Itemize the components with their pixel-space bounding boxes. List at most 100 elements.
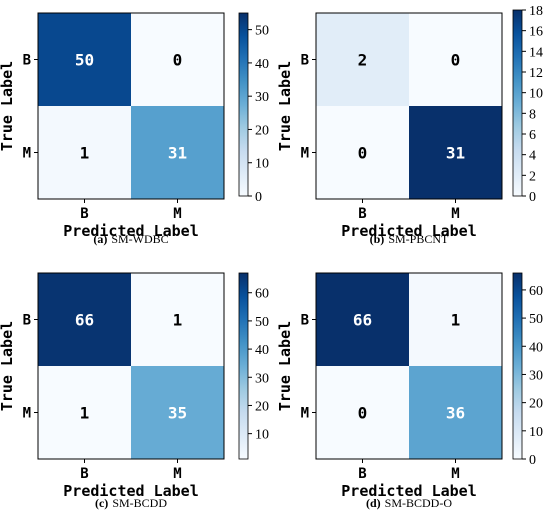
matrix-frame — [37, 272, 225, 460]
colorbar-tick-label: 30 — [529, 368, 543, 383]
y-tick-label: M — [301, 406, 309, 422]
colorbar-tick-label: 40 — [255, 57, 269, 72]
y-axis-label: True Label — [0, 321, 16, 411]
colorbar — [238, 12, 249, 197]
colorbar-tick-label: 60 — [529, 284, 543, 299]
matrix-cell — [409, 13, 502, 106]
subfigure-caption: (a) SM-WDBC — [93, 232, 168, 246]
caption-text: SM-BCDD-O — [385, 496, 453, 510]
colorbar-tick-label: 14 — [529, 45, 543, 60]
cell-value-label: 1 — [80, 404, 90, 423]
cell-value-label: 36 — [446, 404, 465, 423]
colorbar-tick-label: 0 — [255, 190, 262, 205]
cell-value-label: 1 — [80, 144, 90, 163]
matrix-cell — [316, 106, 409, 199]
colorbar-tick-label: 12 — [529, 66, 543, 81]
cell-value-label: 50 — [75, 51, 94, 70]
matrix-cell — [131, 13, 224, 106]
caption-text: SM-WDBC — [111, 232, 168, 246]
x-tick-label: M — [173, 206, 181, 222]
matrix-frame — [37, 12, 225, 200]
x-tick-label: B — [80, 206, 88, 222]
matrix-cell — [131, 366, 224, 459]
y-axis-label: True Label — [276, 61, 294, 151]
colorbar-tick-label: 10 — [255, 157, 269, 172]
colorbar-tick-label: 18 — [529, 4, 543, 19]
colorbar-tick-label: 20 — [529, 397, 543, 412]
y-axis-label: True Label — [276, 321, 294, 411]
colorbar-tick-label: 50 — [255, 24, 269, 39]
caption-text: SM-BCDD — [112, 496, 167, 510]
caption-text: SM-PBCNT — [388, 232, 449, 246]
colorbar-tick-label: 50 — [255, 315, 269, 330]
caption-letter: (a) — [93, 232, 107, 246]
caption-letter: (b) — [370, 232, 385, 246]
y-tick-label: B — [301, 313, 309, 329]
matrix-cell — [409, 366, 502, 459]
colorbar — [238, 272, 249, 460]
matrix-cell — [131, 106, 224, 199]
colorbar-tick-label: 0 — [529, 453, 536, 468]
caption-letter: (c) — [95, 496, 108, 510]
colorbar-tick-label: 10 — [255, 428, 269, 443]
y-axis-label: True Label — [0, 61, 16, 151]
y-tick-label: B — [23, 313, 31, 329]
y-tick-label: B — [301, 53, 309, 69]
colorbar-tick-label: 6 — [529, 128, 536, 143]
colorbar — [512, 272, 523, 460]
colorbar-tick-label: 10 — [529, 87, 543, 102]
matrix-cell — [38, 13, 131, 106]
matrix-frame — [315, 272, 503, 460]
x-tick-label: B — [358, 206, 366, 222]
subfigure-caption: (c) SM-BCDD — [95, 496, 167, 510]
colorbar-tick-label: 30 — [255, 90, 269, 105]
caption-letter: (d) — [366, 496, 381, 510]
cell-value-label: 66 — [75, 311, 94, 330]
matrix-cell — [316, 273, 409, 366]
colorbar-tick-label: 0 — [529, 190, 536, 205]
colorbar-tick-label: 30 — [255, 371, 269, 386]
matrix-cell — [409, 273, 502, 366]
colorbar-tick-label: 16 — [529, 25, 543, 40]
colorbar-tick-label: 8 — [529, 107, 536, 122]
x-tick-label: B — [358, 466, 366, 482]
colorbar-tick-label: 40 — [529, 340, 543, 355]
colorbar-tick-label: 4 — [529, 149, 536, 164]
colorbar-tick-label: 20 — [255, 399, 269, 414]
matrix-cell — [316, 13, 409, 106]
x-axis-label: Predicted Label — [63, 222, 198, 240]
cell-value-label: 0 — [173, 51, 183, 70]
x-tick-label: M — [451, 466, 459, 482]
matrix-cell — [316, 366, 409, 459]
subfigure-caption: (d) SM-BCDD-O — [366, 496, 452, 510]
cell-value-label: 0 — [358, 144, 368, 163]
subfigure-caption: (b) SM-PBCNT — [370, 232, 449, 246]
cell-value-label: 1 — [451, 311, 461, 330]
colorbar-tick-label: 40 — [255, 343, 269, 358]
cell-value-label: 0 — [451, 51, 461, 70]
colorbar — [512, 9, 523, 197]
colorbar-tick-label: 50 — [529, 312, 543, 327]
y-tick-label: M — [23, 406, 31, 422]
cell-value-label: 31 — [168, 144, 187, 163]
colorbar-tick-label: 20 — [255, 123, 269, 138]
cell-value-label: 2 — [358, 51, 368, 70]
colorbar-tick-label: 60 — [255, 287, 269, 302]
cell-value-label: 31 — [446, 144, 465, 163]
matrix-cell — [38, 273, 131, 366]
matrix-cell — [409, 106, 502, 199]
colorbar-tick-label: 2 — [529, 169, 536, 184]
x-axis-label: Predicted Label — [63, 482, 198, 500]
cell-value-label: 35 — [168, 404, 187, 423]
matrix-cell — [131, 273, 224, 366]
y-tick-label: B — [23, 53, 31, 69]
cell-value-label: 66 — [353, 311, 372, 330]
x-tick-label: M — [173, 466, 181, 482]
matrix-cell — [38, 366, 131, 459]
matrix-frame — [315, 12, 503, 200]
x-axis-label: Predicted Label — [341, 222, 476, 240]
